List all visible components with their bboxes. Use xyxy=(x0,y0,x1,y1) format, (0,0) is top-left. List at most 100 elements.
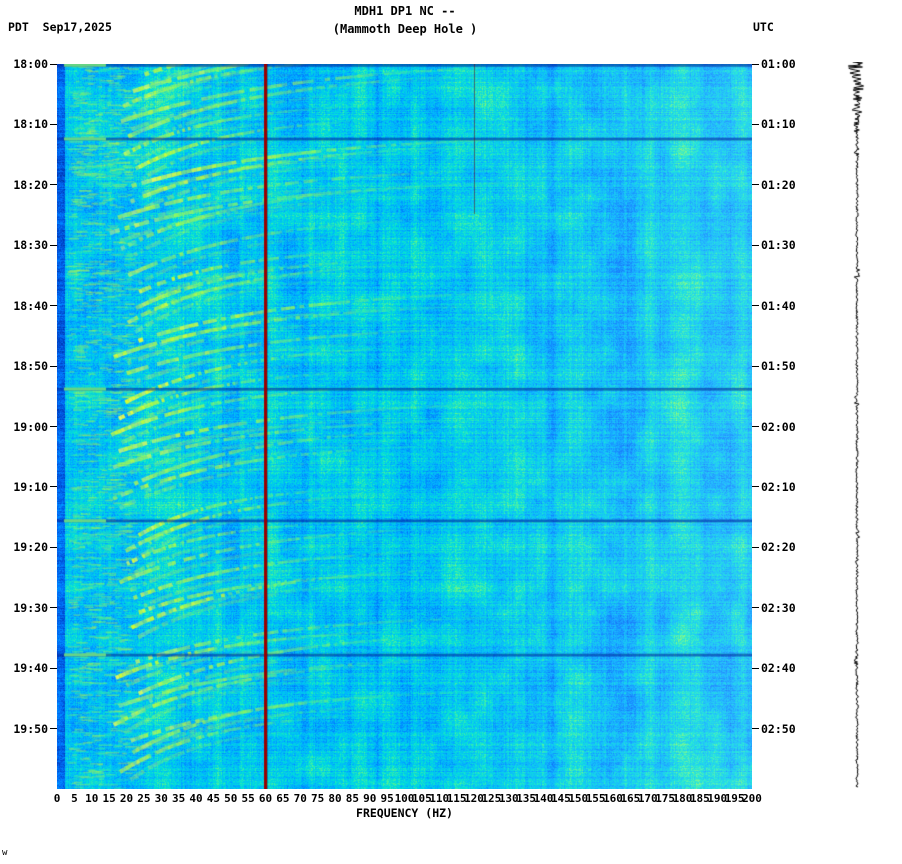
timezone-right-label: UTC xyxy=(753,20,774,34)
freq-tick-label: 85 xyxy=(345,792,359,805)
freq-tick-label: 55 xyxy=(241,792,255,805)
right-time-label: 02:50 xyxy=(761,721,796,736)
freq-tick-label: 0 xyxy=(53,792,61,805)
left-time-axis: 18:00 18:10 18:20 18:30 18:40 18:50 19:00 19:10… xyxy=(0,57,57,789)
left-time-label: 18:20 xyxy=(13,177,48,192)
right-time-label: 01:30 xyxy=(761,238,796,253)
left-tick xyxy=(50,184,57,186)
right-tick xyxy=(752,244,759,246)
right-time-axis: 01:00 01:10 01:20 01:30 01:40 01:50 02:00 02:10… xyxy=(752,57,822,789)
freq-tick-label: 80 xyxy=(328,792,342,805)
freq-tick-label: 90 xyxy=(363,792,377,805)
freq-tick-label: 190 xyxy=(707,792,728,805)
left-tick xyxy=(50,63,57,65)
right-tick xyxy=(752,365,759,367)
left-time-label: 19:00 xyxy=(13,419,48,434)
right-time-label: 02:20 xyxy=(761,540,796,555)
title-line1: MDH1 DP1 NC -- xyxy=(354,4,456,18)
left-time-label: 19:20 xyxy=(13,540,48,555)
spectrogram-canvas xyxy=(57,64,752,789)
footer-glyph: w xyxy=(2,848,8,858)
freq-tick-label: 125 xyxy=(481,792,502,805)
right-tick xyxy=(752,63,759,65)
right-time-label: 02:30 xyxy=(761,600,796,615)
left-tick xyxy=(50,667,57,669)
freq-tick-label: 145 xyxy=(550,792,571,805)
freq-tick-label: 155 xyxy=(585,792,606,805)
freq-tick-label: 20 xyxy=(119,792,134,805)
freq-tick-label: 185 xyxy=(689,792,710,805)
right-time-label: 01:50 xyxy=(761,359,796,374)
freq-tick-label: 160 xyxy=(603,792,623,805)
right-tick xyxy=(752,305,759,307)
freq-tick-label: 195 xyxy=(724,792,745,805)
right-tick xyxy=(752,607,759,609)
freq-tick-label: 35 xyxy=(172,792,186,805)
freq-tick-label: 70 xyxy=(293,792,307,805)
freq-tick-label: 65 xyxy=(276,792,290,805)
left-tick xyxy=(50,123,57,125)
left-time-label: 19:10 xyxy=(13,479,48,494)
freq-tick-label: 30 xyxy=(154,792,168,805)
freq-tick-label: 105 xyxy=(411,792,432,805)
freq-tick-label: 45 xyxy=(206,792,220,805)
freq-tick-label: 75 xyxy=(311,792,325,805)
left-time-label: 18:30 xyxy=(13,238,48,253)
freq-tick-label: 165 xyxy=(620,792,641,805)
left-tick xyxy=(50,728,57,730)
freq-tick-label: 5 xyxy=(71,792,78,805)
freq-tick-label: 140 xyxy=(533,792,554,805)
right-tick xyxy=(752,184,759,186)
freq-tick-label: 40 xyxy=(189,792,203,805)
freq-tick-label: 15 xyxy=(102,792,116,805)
left-tick xyxy=(50,607,57,609)
left-time-label: 19:40 xyxy=(13,661,48,676)
freq-tick-label: 135 xyxy=(516,792,537,805)
left-time-label: 18:00 xyxy=(13,57,48,71)
freq-tick-label: 175 xyxy=(655,792,676,805)
right-tick xyxy=(752,426,759,427)
freq-tick-label: 120 xyxy=(464,792,484,805)
freq-axis-label: FREQUENCY (HZ) xyxy=(356,806,453,820)
left-time-label: 18:10 xyxy=(13,117,48,132)
freq-tick-label: 95 xyxy=(380,792,394,805)
freq-tick-label: 170 xyxy=(637,792,658,805)
freq-tick-label: 50 xyxy=(224,792,238,805)
plot-title: MDH1 DP1 NC -- (Mammoth Deep Hole ) xyxy=(0,2,810,38)
freq-tick-label: 10 xyxy=(85,792,99,805)
seismic-trace xyxy=(844,62,870,788)
left-tick xyxy=(50,244,57,246)
right-tick xyxy=(752,546,759,548)
left-tick xyxy=(50,305,57,307)
right-time-label: 02:10 xyxy=(761,479,796,494)
freq-tick-label: 100 xyxy=(394,792,415,805)
freq-tick-label: 110 xyxy=(429,792,450,805)
tz-left: PDT xyxy=(8,20,29,34)
left-tick xyxy=(50,486,57,488)
date-label: Sep17,2025 xyxy=(42,20,112,34)
title-line2: (Mammoth Deep Hole ) xyxy=(332,22,478,36)
freq-tick-label: 60 xyxy=(258,792,273,805)
right-time-label: 02:00 xyxy=(761,419,796,434)
left-tick xyxy=(50,426,57,427)
left-time-label: 18:50 xyxy=(13,359,48,374)
freq-tick-label: 130 xyxy=(498,792,519,805)
right-tick xyxy=(752,123,759,125)
right-time-label: 02:40 xyxy=(761,661,796,676)
timezone-left-label: PDT Sep17,2025 xyxy=(8,20,112,34)
freq-tick-label: 115 xyxy=(446,792,467,805)
freq-tick-label: 25 xyxy=(137,792,151,805)
right-time-label: 01:10 xyxy=(761,117,796,132)
freq-tick-label: 150 xyxy=(568,792,589,805)
left-time-label: 19:30 xyxy=(13,600,48,615)
left-tick xyxy=(50,546,57,548)
left-tick xyxy=(50,365,57,367)
right-tick xyxy=(752,486,759,488)
right-tick xyxy=(752,667,759,669)
freq-tick-label: 200 xyxy=(742,792,762,805)
freq-tick-label: 180 xyxy=(672,792,693,805)
right-tick xyxy=(752,728,759,730)
left-time-label: 18:40 xyxy=(13,298,48,313)
right-time-label: 01:40 xyxy=(761,298,796,313)
